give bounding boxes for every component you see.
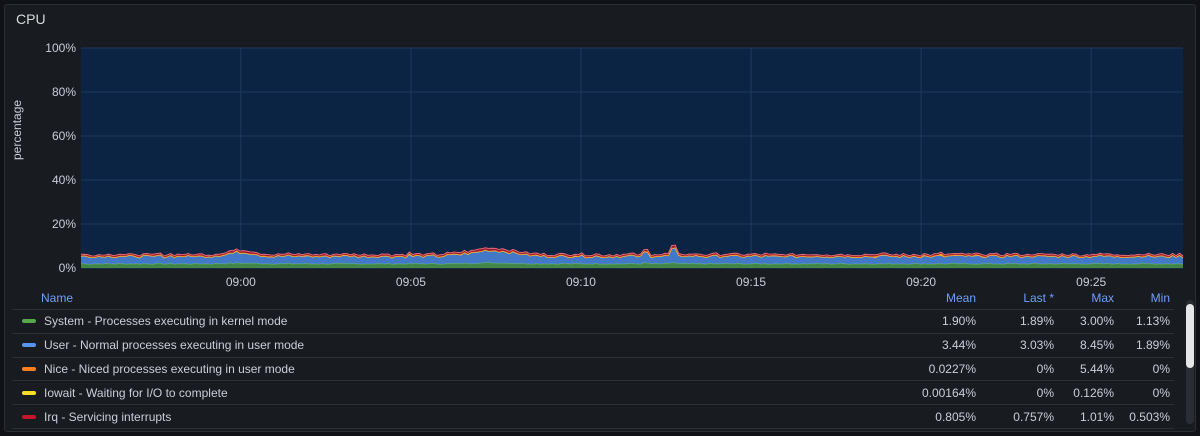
- legend-max-value: 0.126%: [1073, 385, 1114, 400]
- legend-mean-value: 0.0227%: [928, 361, 976, 376]
- x-tick-label: 09:15: [736, 275, 766, 289]
- legend-last-value: 0%: [1036, 361, 1054, 376]
- legend-min-value: 0.503%: [1129, 409, 1170, 424]
- y-tick-label: 40%: [52, 173, 76, 187]
- legend-max-value: 5.44%: [1079, 361, 1114, 376]
- legend-row[interactable]: User - Normal processes executing in use…: [12, 334, 1174, 358]
- y-tick-label: 0%: [59, 261, 77, 275]
- legend-max-value: 1.01%: [1079, 409, 1114, 424]
- legend-series-label: Iowait - Waiting for I/O to complete: [44, 385, 228, 400]
- legend-max-value: 8.45%: [1079, 338, 1114, 353]
- series-color-swatch[interactable]: [22, 366, 36, 371]
- legend-table: Name Mean Last * Max Min System - Proces…: [12, 287, 1174, 429]
- y-tick-label: 100%: [45, 41, 76, 55]
- x-tick-label: 09:20: [906, 275, 936, 289]
- panel-title[interactable]: CPU: [16, 11, 46, 27]
- legend-last-value: 3.03%: [1019, 338, 1054, 353]
- x-tick-label: 09:00: [226, 275, 256, 289]
- series-color-swatch[interactable]: [22, 390, 36, 395]
- legend-min-value: 1.13%: [1135, 314, 1170, 329]
- legend-header-max[interactable]: Max: [1091, 291, 1114, 305]
- legend-series-name[interactable]: System - Processes executing in kernel m…: [12, 314, 886, 328]
- legend-mean-value: 3.44%: [941, 338, 976, 353]
- legend-series-label: Irq - Servicing interrupts: [44, 409, 172, 424]
- legend-header-name[interactable]: Name: [41, 291, 74, 305]
- legend-series-label: System - Processes executing in kernel m…: [44, 314, 288, 329]
- legend-header: Name Mean Last * Max Min: [12, 287, 1174, 310]
- legend-row[interactable]: Nice - Niced processes executing in user…: [12, 358, 1174, 382]
- legend-row[interactable]: Irq - Servicing interrupts 0.805% 0.757% 1.…: [12, 405, 1174, 429]
- legend-series-name[interactable]: Iowait - Waiting for I/O to complete: [12, 386, 886, 400]
- x-tick-label: 09:10: [566, 275, 596, 289]
- legend-last-value: 0.757%: [1013, 409, 1054, 424]
- legend-min-value: 0%: [1152, 385, 1170, 400]
- legend-mean-value: 1.90%: [941, 314, 976, 329]
- legend-max-value: 3.00%: [1079, 314, 1114, 329]
- legend-mean-value: 0.00164%: [921, 385, 976, 400]
- legend-row[interactable]: Iowait - Waiting for I/O to complete 0.00…: [12, 381, 1174, 406]
- legend-scrollbar-thumb[interactable]: [1186, 304, 1194, 368]
- series-color-swatch[interactable]: [22, 414, 36, 419]
- plot-area[interactable]: [81, 48, 1183, 268]
- legend-header-mean[interactable]: Mean: [945, 291, 976, 305]
- legend-min-value: 0%: [1152, 361, 1170, 376]
- legend-header-last[interactable]: Last *: [1023, 291, 1054, 305]
- stack-top-line: [80, 244, 1184, 257]
- legend-last-value: 0%: [1036, 385, 1054, 400]
- y-tick-label: 60%: [52, 129, 76, 143]
- legend-series-label: User - Normal processes executing in use…: [44, 338, 305, 353]
- legend-last-value: 1.89%: [1019, 314, 1054, 329]
- legend-row[interactable]: System - Processes executing in kernel m…: [12, 310, 1174, 334]
- legend-mean-value: 0.805%: [935, 409, 976, 424]
- legend-min-value: 1.89%: [1135, 338, 1170, 353]
- y-tick-label: 20%: [52, 217, 76, 231]
- cpu-chart[interactable]: 0% 20% 40% 60% 80% 100% 09:00 09:05 09:10 09:15 09…: [0, 0, 1200, 300]
- legend-series-label: Nice - Niced processes executing in user…: [44, 361, 295, 376]
- x-tick-label: 09:05: [396, 275, 426, 289]
- series-color-swatch[interactable]: [22, 319, 36, 324]
- legend-series-name[interactable]: Nice - Niced processes executing in user…: [12, 362, 886, 376]
- series-area[interactable]: [81, 247, 1183, 265]
- legend-series-name[interactable]: User - Normal processes executing in use…: [12, 338, 886, 352]
- legend-series-name[interactable]: Irq - Servicing interrupts: [12, 410, 886, 424]
- series-color-swatch[interactable]: [22, 343, 36, 348]
- x-tick-label: 09:25: [1076, 275, 1106, 289]
- legend-header-min[interactable]: Min: [1150, 291, 1170, 305]
- y-tick-label: 80%: [52, 85, 76, 99]
